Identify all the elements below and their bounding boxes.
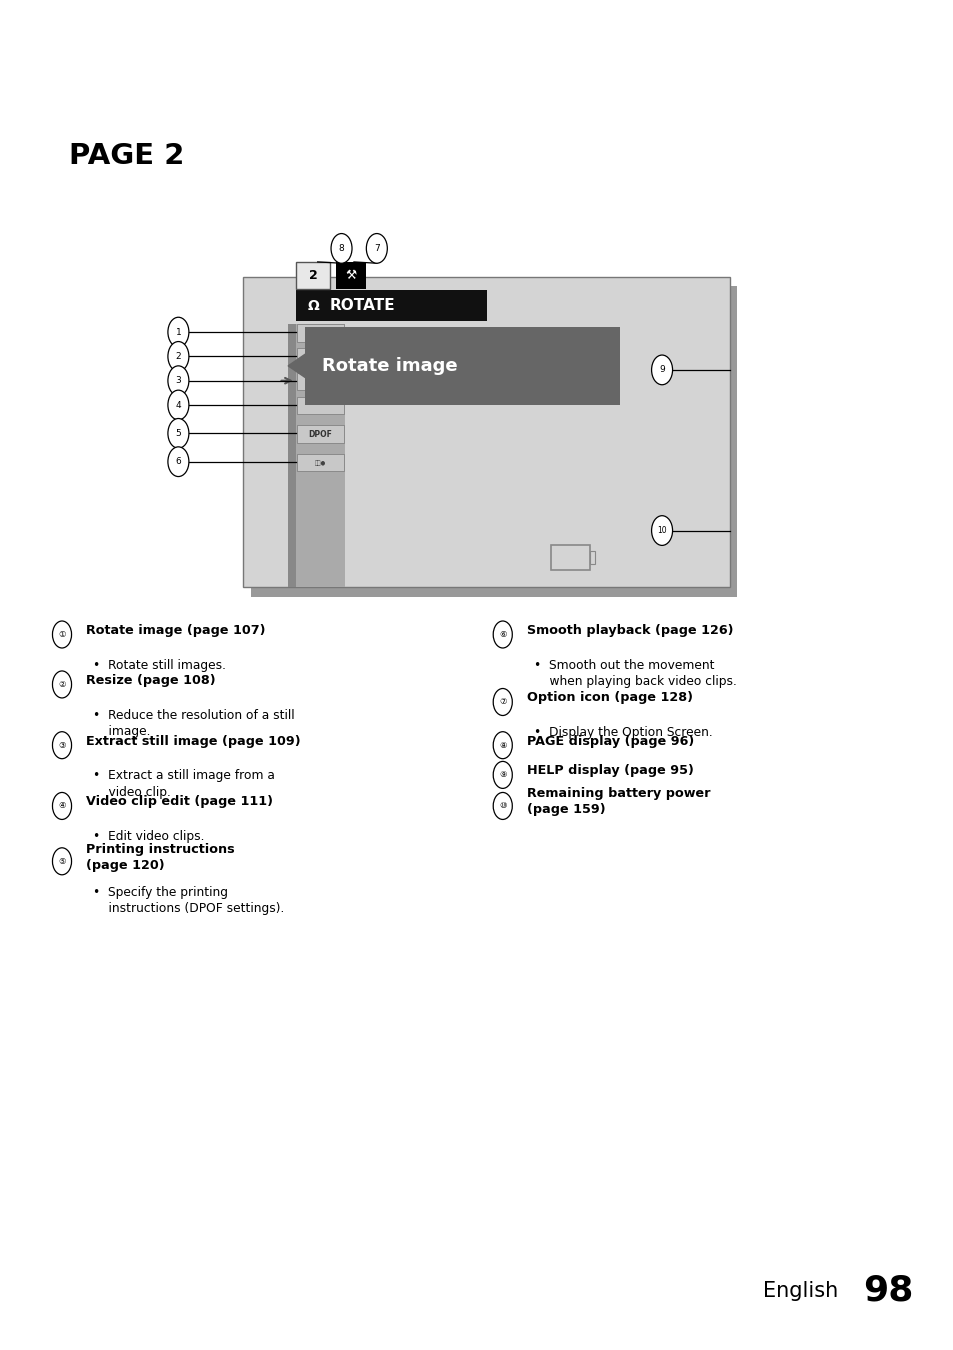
Text: ⑧: ⑧ (498, 741, 506, 749)
Text: ⑨: ⑨ (498, 771, 506, 779)
Text: English: English (762, 1281, 838, 1300)
Circle shape (52, 732, 71, 759)
Text: 98: 98 (862, 1273, 913, 1308)
Circle shape (651, 355, 672, 385)
Circle shape (493, 688, 512, 716)
FancyBboxPatch shape (296, 425, 344, 443)
Circle shape (331, 234, 352, 263)
FancyBboxPatch shape (251, 286, 737, 597)
FancyBboxPatch shape (288, 324, 295, 587)
FancyBboxPatch shape (296, 348, 344, 366)
Circle shape (493, 621, 512, 648)
Text: Printing instructions
(page 120): Printing instructions (page 120) (86, 842, 234, 872)
Text: 9: 9 (659, 366, 664, 374)
Text: •  Extract a still image from a
    video clip.: • Extract a still image from a video cli… (93, 769, 275, 799)
Circle shape (168, 366, 189, 396)
Text: ROTATE: ROTATE (330, 298, 395, 313)
FancyBboxPatch shape (296, 454, 344, 471)
Circle shape (168, 418, 189, 448)
Circle shape (493, 732, 512, 759)
Text: 10: 10 (657, 526, 666, 535)
Text: ④: ④ (58, 802, 66, 810)
Circle shape (52, 848, 71, 875)
Circle shape (168, 390, 189, 420)
FancyBboxPatch shape (335, 262, 366, 289)
Circle shape (366, 234, 387, 263)
Text: •  Edit video clips.: • Edit video clips. (93, 830, 205, 844)
Text: 3: 3 (175, 377, 181, 385)
Text: 6: 6 (175, 458, 181, 466)
FancyBboxPatch shape (296, 397, 344, 414)
Text: ⒸⒸ●: ⒸⒸ● (314, 460, 326, 466)
FancyBboxPatch shape (295, 262, 330, 289)
Text: 2: 2 (175, 352, 181, 360)
Text: •  Smooth out the movement
    when playing back video clips.: • Smooth out the movement when playing b… (534, 659, 737, 688)
Circle shape (493, 761, 512, 788)
Text: ⚒: ⚒ (345, 269, 356, 282)
FancyBboxPatch shape (296, 373, 344, 390)
Text: Rotate image (page 107): Rotate image (page 107) (86, 624, 265, 637)
Text: ②: ② (58, 680, 66, 688)
Text: ⑤: ⑤ (58, 857, 66, 865)
Circle shape (168, 447, 189, 477)
Text: Rotate image: Rotate image (322, 356, 457, 375)
Text: 2: 2 (308, 269, 317, 282)
Text: 7: 7 (374, 244, 379, 252)
Text: Option icon (page 128): Option icon (page 128) (526, 691, 692, 705)
FancyBboxPatch shape (589, 551, 595, 564)
Text: ⑦: ⑦ (498, 698, 506, 706)
FancyBboxPatch shape (296, 263, 323, 288)
Text: •  Specify the printing
    instructions (DPOF settings).: • Specify the printing instructions (DPO… (93, 886, 285, 915)
Text: Extract still image (page 109): Extract still image (page 109) (86, 734, 300, 748)
Text: HELP display (page 95): HELP display (page 95) (526, 764, 693, 778)
FancyBboxPatch shape (296, 324, 344, 342)
Text: Ω: Ω (307, 298, 318, 313)
Text: 1: 1 (306, 270, 314, 281)
Text: 8: 8 (338, 244, 344, 252)
Text: 5: 5 (175, 429, 181, 437)
Text: Video clip edit (page 111): Video clip edit (page 111) (86, 795, 273, 809)
Circle shape (52, 621, 71, 648)
Text: Resize (page 108): Resize (page 108) (86, 674, 215, 687)
Text: •  Display the Option Screen.: • Display the Option Screen. (534, 726, 712, 740)
Circle shape (168, 342, 189, 371)
Text: •  Rotate still images.: • Rotate still images. (93, 659, 226, 672)
Circle shape (52, 792, 71, 819)
Circle shape (493, 792, 512, 819)
FancyBboxPatch shape (295, 324, 345, 587)
FancyBboxPatch shape (551, 545, 589, 570)
FancyBboxPatch shape (295, 290, 486, 321)
Text: Smooth playback (page 126): Smooth playback (page 126) (526, 624, 732, 637)
Circle shape (651, 516, 672, 545)
FancyBboxPatch shape (305, 327, 619, 405)
Text: PAGE display (page 96): PAGE display (page 96) (526, 734, 693, 748)
Text: ①: ① (58, 630, 66, 639)
Text: 1: 1 (175, 328, 181, 336)
Text: PAGE 2: PAGE 2 (69, 142, 184, 170)
Text: ③: ③ (58, 741, 66, 749)
Text: DPOF: DPOF (308, 431, 333, 439)
Text: 4: 4 (175, 401, 181, 409)
Text: ⑩: ⑩ (498, 802, 506, 810)
Circle shape (52, 671, 71, 698)
Polygon shape (288, 354, 305, 378)
FancyBboxPatch shape (243, 277, 729, 587)
Circle shape (168, 317, 189, 347)
Text: ⑥: ⑥ (498, 630, 506, 639)
Text: Remaining battery power
(page 159): Remaining battery power (page 159) (526, 787, 709, 817)
Text: •  Reduce the resolution of a still
    image.: • Reduce the resolution of a still image… (93, 709, 294, 738)
